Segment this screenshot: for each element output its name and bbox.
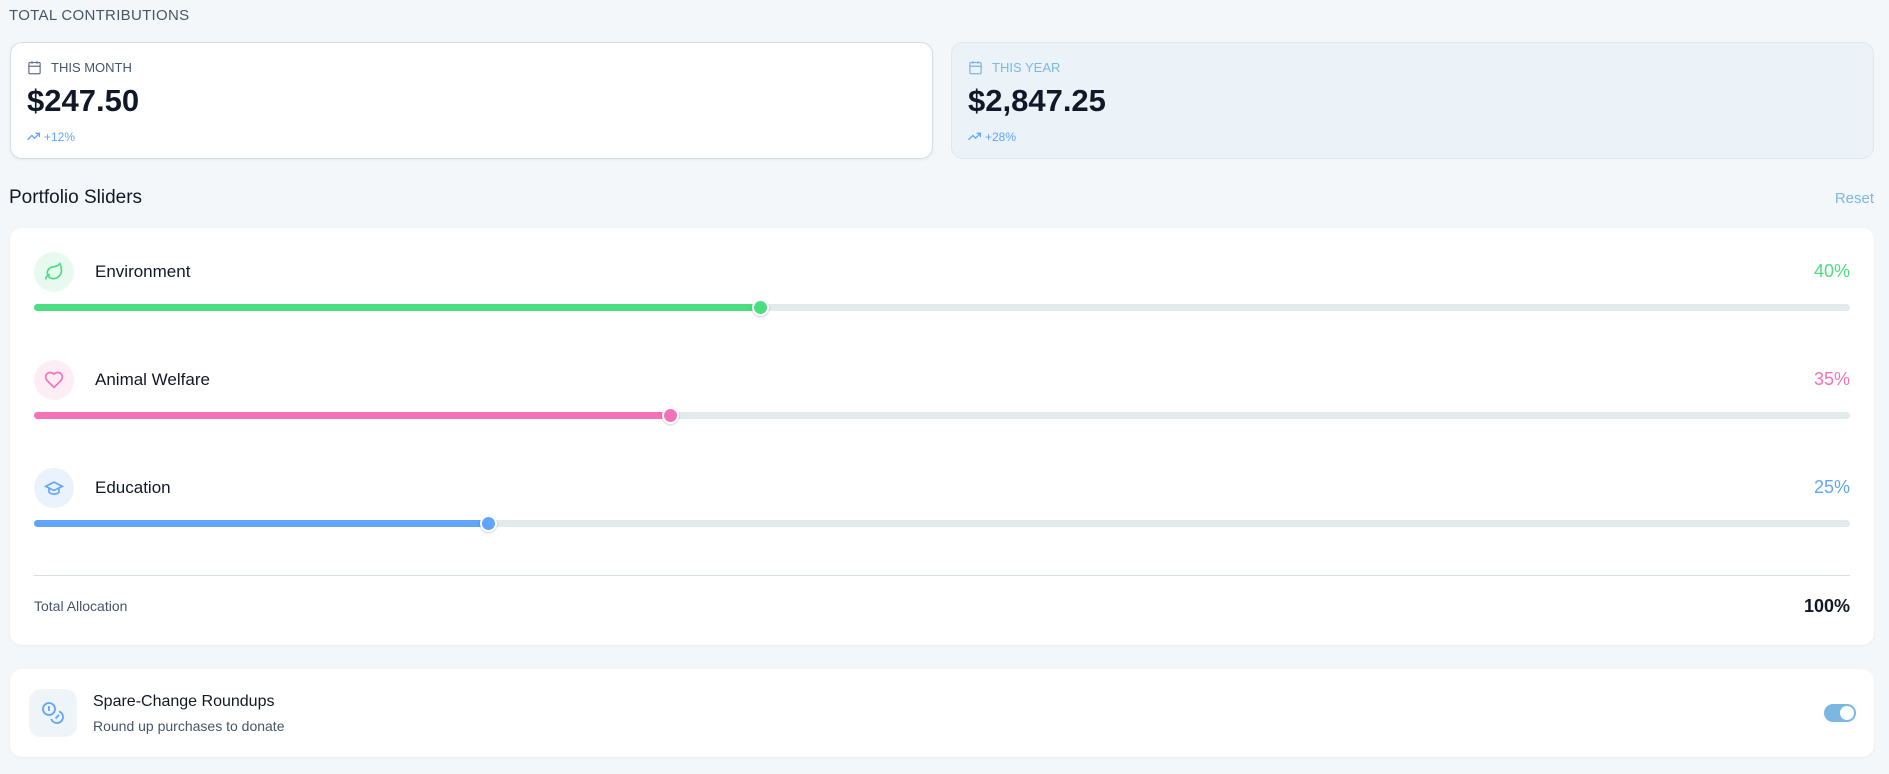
roundups-title: Spare-Change Roundups [93,693,275,710]
change-text: +12% [44,130,76,144]
slider-name: Animal Welfare [95,370,210,389]
coins-icon [29,689,77,737]
icon [34,468,74,508]
portfolio-title: Portfolio Sliders [9,187,143,208]
calendar-icon [969,61,982,75]
slider-percent: 40% [1813,261,1850,281]
slider-fill [34,520,488,527]
year-card: THIS YEAR $2,847.25 +28% [951,42,1874,159]
slider-percent: 35% [1813,369,1850,389]
total-label: Total Allocation [34,598,128,614]
icon [34,360,74,400]
card-change: +28% [968,130,1016,144]
card-label: THIS YEAR [992,60,1061,75]
card-amount: $247.50 [27,83,140,118]
calendar-icon [28,61,41,75]
slider-thumb[interactable] [661,407,679,424]
slider-fill [34,304,761,311]
slider-panel: Environment 40% Animal Welfare 35% Educati… [10,228,1874,645]
slider-thumb[interactable] [480,515,497,532]
slider-track[interactable] [34,299,1850,316]
icon [34,252,74,292]
slider-name: Environment [95,262,191,281]
slider-name: Education [95,478,171,497]
card-label: THIS MONTH [51,60,132,75]
change-text: +28% [985,130,1017,144]
roundups-subtitle: Round up purchases to donate [93,718,285,734]
reset-button[interactable]: Reset [1834,190,1874,207]
card-change: +12% [27,130,75,144]
slider-track[interactable] [34,515,1850,532]
month-card: THIS MONTH $247.50 +12% [10,42,933,159]
roundups-card: Spare-Change Roundups Round up purchases… [10,669,1874,757]
slider-row: Animal Welfare 35% [34,360,1850,440]
divider [34,575,1850,576]
slider-thumb[interactable] [752,299,770,316]
slider-track[interactable] [34,407,1850,424]
slider-row: Education 25% [34,468,1850,548]
toggle[interactable] [1824,704,1856,722]
slider-percent: 25% [1813,477,1850,497]
total-value: 100% [1803,596,1850,616]
card-amount: $2,847.25 [968,83,1106,118]
slider-fill [34,412,670,419]
section-title: TOTAL CONTRIBUTIONS [9,7,190,24]
slider-row: Environment 40% [34,252,1850,332]
